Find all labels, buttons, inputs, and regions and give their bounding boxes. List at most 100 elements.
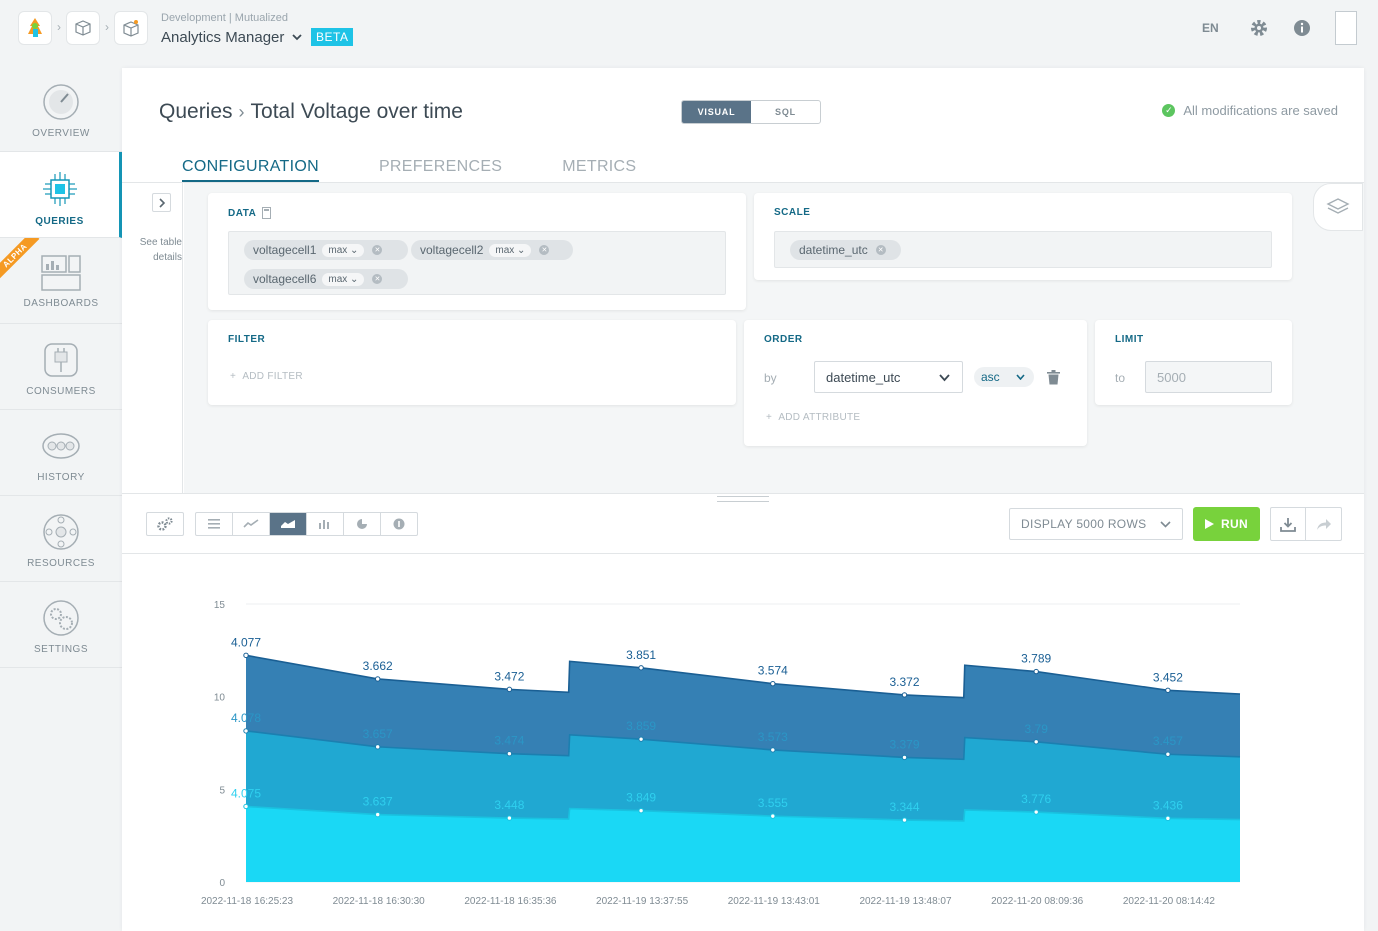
data-point — [1165, 751, 1171, 757]
order-attribute-select[interactable]: datetime_utc — [814, 361, 963, 393]
data-chip[interactable]: voltagecell6 max ⌄ ✕ — [244, 269, 408, 289]
divider — [122, 182, 1364, 183]
workspace-icon[interactable] — [66, 11, 100, 45]
limit-card: LIMIT to 5000 — [1095, 320, 1292, 405]
order-card: ORDER by datetime_utc asc + ADD ATTRIBUT… — [744, 320, 1087, 446]
sidebar-item-resources[interactable]: RESOURCES — [0, 496, 122, 582]
download-icon — [1280, 517, 1296, 532]
sidebar-item-label: OVERVIEW — [32, 128, 90, 139]
order-direction-select[interactable]: asc — [974, 367, 1034, 387]
data-chip[interactable]: voltagecell1 max ⌄ ✕ — [244, 240, 408, 260]
scale-card: SCALE datetime_utc ✕ — [754, 193, 1292, 280]
y-tick-label: 10 — [214, 693, 226, 704]
data-label: 3.474 — [494, 734, 524, 748]
chevron-down-icon — [939, 374, 950, 382]
data-label: 3.372 — [889, 675, 919, 689]
x-tick-label: 2022-11-20 08:09:36 — [991, 896, 1084, 907]
table-view-button[interactable] — [195, 512, 233, 536]
aggregation-select[interactable]: max ⌄ — [322, 272, 365, 286]
layers-icon[interactable] — [1313, 183, 1363, 231]
data-label: 3.657 — [363, 727, 393, 741]
chart-settings-button[interactable] — [146, 512, 184, 536]
data-label: 4.075 — [231, 786, 261, 800]
sidebar-item-history[interactable]: HISTORY — [0, 410, 122, 496]
alpha-badge: ALPHA — [0, 238, 40, 280]
tab-bar: CONFIGURATION PREFERENCES METRICS — [182, 158, 636, 182]
x-tick-label: 2022-11-18 16:30:30 — [333, 896, 426, 907]
trash-icon[interactable] — [1047, 370, 1060, 390]
share-button[interactable] — [1305, 507, 1342, 541]
sidebar-item-overview[interactable]: OVERVIEW — [0, 66, 122, 152]
data-label: 3.789 — [1021, 652, 1051, 666]
filter-card: FILTER + ADD FILTER — [208, 320, 736, 405]
package-icon[interactable] — [114, 11, 148, 45]
logo-icon[interactable] — [18, 11, 52, 45]
bar-chart-button[interactable] — [306, 512, 344, 536]
aggregation-select[interactable]: max ⌄ — [489, 243, 532, 257]
limit-input[interactable]: 5000 — [1145, 361, 1272, 393]
sidebar-item-dashboards[interactable]: ALPHA DASHBOARDS — [0, 238, 122, 324]
sql-mode-button[interactable]: SQL — [775, 107, 796, 117]
sidebar-item-queries[interactable]: QUERIES — [0, 152, 122, 238]
data-point — [506, 686, 513, 693]
avatar[interactable] — [1335, 11, 1357, 45]
language-selector[interactable]: EN — [1202, 21, 1219, 35]
calculator-icon[interactable] — [262, 207, 272, 219]
display-rows-value: DISPLAY 5000 ROWS — [1021, 517, 1147, 531]
download-button[interactable] — [1270, 507, 1306, 541]
data-point — [1165, 815, 1171, 822]
tab-preferences[interactable]: PREFERENCES — [378, 158, 503, 175]
sidebar-item-consumers[interactable]: CONSUMERS — [0, 324, 122, 410]
beta-badge: BETA — [311, 28, 354, 46]
area-chart-button[interactable] — [269, 512, 307, 536]
visual-mode-button[interactable]: VISUAL — [682, 101, 751, 123]
see-table-details-link[interactable]: See table details — [139, 237, 182, 263]
data-chips-container[interactable]: voltagecell1 max ⌄ ✕ voltagecell2 max ⌄ … — [228, 231, 726, 295]
breadcrumb-root-link[interactable]: Queries — [159, 100, 233, 123]
data-point — [638, 807, 644, 814]
data-label: 3.637 — [363, 795, 393, 809]
save-status-text: All modifications are saved — [1183, 103, 1338, 118]
data-chip[interactable]: voltagecell2 max ⌄ ✕ — [411, 240, 573, 260]
expand-table-button[interactable] — [152, 193, 171, 212]
remove-chip-icon[interactable]: ✕ — [539, 245, 550, 255]
line-chart-button[interactable] — [232, 512, 270, 536]
scale-chip[interactable]: datetime_utc ✕ — [790, 240, 901, 260]
display-rows-select[interactable]: DISPLAY 5000 ROWS — [1009, 508, 1183, 540]
scale-chips-container[interactable]: datetime_utc ✕ — [774, 231, 1272, 268]
data-label: 3.555 — [758, 796, 788, 810]
top-bar: › › Development | Mutualized Analytics M… — [0, 0, 1378, 66]
chevron-down-icon — [1016, 374, 1025, 380]
chevron-right-icon: › — [238, 101, 245, 122]
breadcrumb: Queries › Total Voltage over time — [159, 100, 463, 124]
app-switcher[interactable]: Analytics Manager — [161, 29, 303, 46]
add-attribute-button[interactable]: + ADD ATTRIBUTE — [766, 412, 861, 423]
pie-chart-icon — [357, 518, 368, 529]
sidebar-item-settings[interactable]: SETTINGS — [0, 582, 122, 668]
gear-icon[interactable] — [1248, 17, 1270, 39]
number-view-button[interactable] — [380, 512, 418, 536]
data-point — [901, 817, 908, 823]
data-label: 3.574 — [758, 664, 788, 678]
resize-handle[interactable] — [717, 496, 769, 502]
sidebar: OVERVIEW QUERIES ALPHA DASHBOARDS CONSUM… — [0, 66, 122, 678]
data-title: DATA — [228, 207, 257, 219]
info-icon[interactable] — [1291, 17, 1313, 39]
sidebar-item-label: DASHBOARDS — [23, 298, 99, 309]
pie-chart-button[interactable] — [343, 512, 381, 536]
divider — [122, 553, 1364, 554]
data-label: 4.077 — [231, 635, 261, 649]
app-name: Analytics Manager — [161, 29, 285, 46]
chevron-down-icon — [1160, 521, 1171, 528]
add-filter-button[interactable]: + ADD FILTER — [230, 371, 303, 382]
tab-configuration[interactable]: CONFIGURATION — [182, 158, 319, 182]
aggregation-select[interactable]: max ⌄ — [322, 243, 365, 257]
remove-chip-icon[interactable]: ✕ — [372, 274, 383, 284]
remove-chip-icon[interactable]: ✕ — [875, 245, 886, 255]
run-button[interactable]: RUN — [1193, 507, 1260, 541]
data-label: 3.448 — [494, 798, 524, 812]
data-label: 3.859 — [626, 719, 656, 733]
tab-metrics[interactable]: METRICS — [562, 158, 637, 175]
configuration-area: DATA voltagecell1 max ⌄ ✕ voltagecell2 m… — [184, 183, 1364, 493]
remove-chip-icon[interactable]: ✕ — [372, 245, 383, 255]
